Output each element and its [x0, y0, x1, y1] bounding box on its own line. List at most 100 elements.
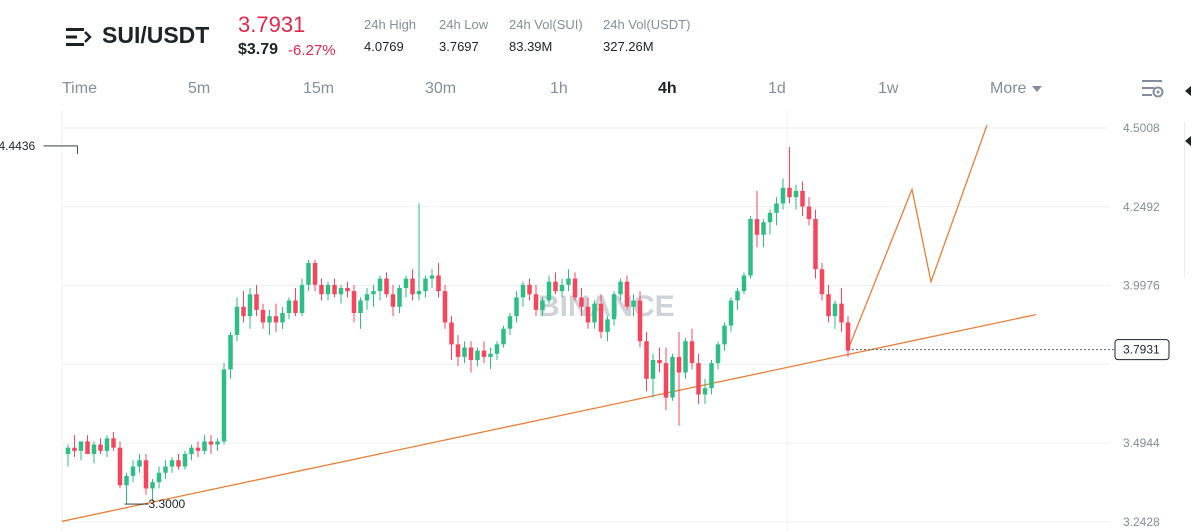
candle-down: [553, 281, 558, 292]
candle-down: [624, 281, 630, 307]
chevron-down-icon: [1032, 85, 1043, 92]
candle-up: [403, 278, 409, 288]
symbol-title[interactable]: SUI/USDT: [102, 22, 210, 48]
candle-up: [683, 341, 688, 373]
candle-up: [605, 319, 610, 332]
candle-down: [449, 322, 454, 345]
candle-up: [163, 466, 168, 473]
candle-up: [150, 482, 155, 489]
candle-up: [709, 363, 714, 389]
candle-down: [312, 262, 318, 285]
candle-up: [793, 190, 799, 198]
tab-30m[interactable]: 30m: [425, 80, 457, 97]
candle-up: [715, 344, 721, 364]
stat-label-24h-vol-sui: 24h Vol(SUI): [509, 17, 583, 32]
candle-up: [228, 334, 233, 370]
high-marker-label: 4.4436: [0, 139, 36, 153]
candle-up: [91, 444, 97, 454]
tab-1h[interactable]: 1h: [550, 80, 568, 97]
candle-up: [182, 453, 188, 467]
candle-up: [429, 275, 435, 279]
stat-label-24h-high: 24h High: [364, 17, 417, 32]
candle-up: [137, 460, 142, 467]
candle-up: [741, 275, 747, 292]
candle-up: [221, 369, 227, 442]
chart-settings-icon[interactable]: [1141, 78, 1165, 100]
candle-down: [800, 190, 805, 207]
header: SUI/USDT 3.7931 $3.79 -6.27% 24h High 4.…: [0, 0, 1200, 70]
candle-down: [527, 284, 532, 295]
candle-down: [819, 269, 825, 295]
candle-up: [611, 294, 617, 320]
candle-down: [696, 363, 701, 395]
candle-down: [806, 206, 812, 220]
candle-up: [280, 313, 285, 323]
stat-value-24h-high: 4.0769: [364, 39, 404, 54]
tab-time[interactable]: Time: [62, 80, 97, 97]
candle-down: [410, 278, 415, 295]
candle-up: [618, 281, 623, 295]
candle-down: [689, 341, 695, 364]
price-usd: $3.79: [238, 41, 279, 58]
candle-up: [592, 303, 597, 323]
candle-down: [273, 316, 279, 323]
candle-up: [735, 291, 740, 301]
candle-up: [514, 297, 519, 317]
tab-5m[interactable]: 5m: [188, 80, 211, 97]
candle-up: [364, 294, 370, 301]
candle-down: [351, 291, 357, 314]
candle-up: [722, 325, 727, 345]
tab-1d[interactable]: 1d: [768, 80, 786, 97]
candle-down: [442, 291, 448, 323]
tab-1w[interactable]: 1w: [878, 80, 899, 97]
candle-down: [637, 300, 643, 342]
candle-down: [345, 287, 350, 292]
y-axis: 4.5008 4.2492 3.9976 3.4944 3.2428: [1123, 121, 1160, 529]
candle-up: [267, 316, 272, 323]
candle-up: [299, 284, 305, 314]
candle-up: [507, 316, 513, 329]
candle-down: [787, 187, 792, 198]
candle-up: [338, 287, 344, 295]
price-change: -6.27%: [288, 42, 336, 59]
candle-up: [462, 347, 467, 357]
candle-up: [306, 262, 311, 285]
candle-up: [501, 328, 506, 345]
candle-down: [384, 278, 389, 295]
side-panel-collapse-icon[interactable]: [1185, 86, 1191, 96]
candle-down: [254, 294, 259, 310]
candlestick-chart[interactable]: BINANCE 4.5008 4.2492 3.9976 3.4944 3.2428 4…: [0, 110, 1200, 531]
candle-up: [124, 475, 129, 486]
candle-down: [572, 278, 578, 298]
candle-down: [598, 303, 604, 332]
candle-down: [533, 294, 539, 310]
candle-up: [397, 287, 402, 307]
stat-value-24h-vol-usdt: 327.26M: [603, 39, 654, 54]
candle-down: [208, 441, 214, 445]
candle-down: [579, 297, 584, 307]
side-panel-expand-icon[interactable]: [1185, 136, 1191, 146]
chart-area[interactable]: BINANCE 4.5008 4.2492 3.9976 3.4944 3.2428 4…: [0, 110, 1200, 531]
tab-more[interactable]: More: [990, 80, 1043, 98]
stat-label-24h-low: 24h Low: [439, 17, 489, 32]
candle-up: [780, 187, 786, 204]
candle-up: [546, 281, 552, 301]
y-tick-label: 4.5008: [1123, 121, 1160, 135]
support-trendline: [61, 313, 1037, 522]
menu-icon[interactable]: [66, 27, 92, 47]
candle-up: [761, 222, 766, 235]
candle-down: [826, 294, 831, 317]
candle-down: [481, 350, 487, 357]
candle-up: [130, 466, 136, 476]
candle-down: [813, 219, 818, 270]
y-tick-label: 4.2492: [1123, 200, 1160, 214]
candle-down: [176, 460, 181, 467]
tab-more-label: More: [990, 80, 1027, 97]
candle-up: [670, 356, 675, 398]
tab-15m[interactable]: 15m: [303, 80, 335, 97]
candle-up: [65, 447, 71, 454]
candle-down: [585, 306, 591, 323]
tab-4h[interactable]: 4h: [658, 80, 677, 97]
candle-down: [657, 360, 662, 364]
candle-down: [468, 347, 474, 361]
